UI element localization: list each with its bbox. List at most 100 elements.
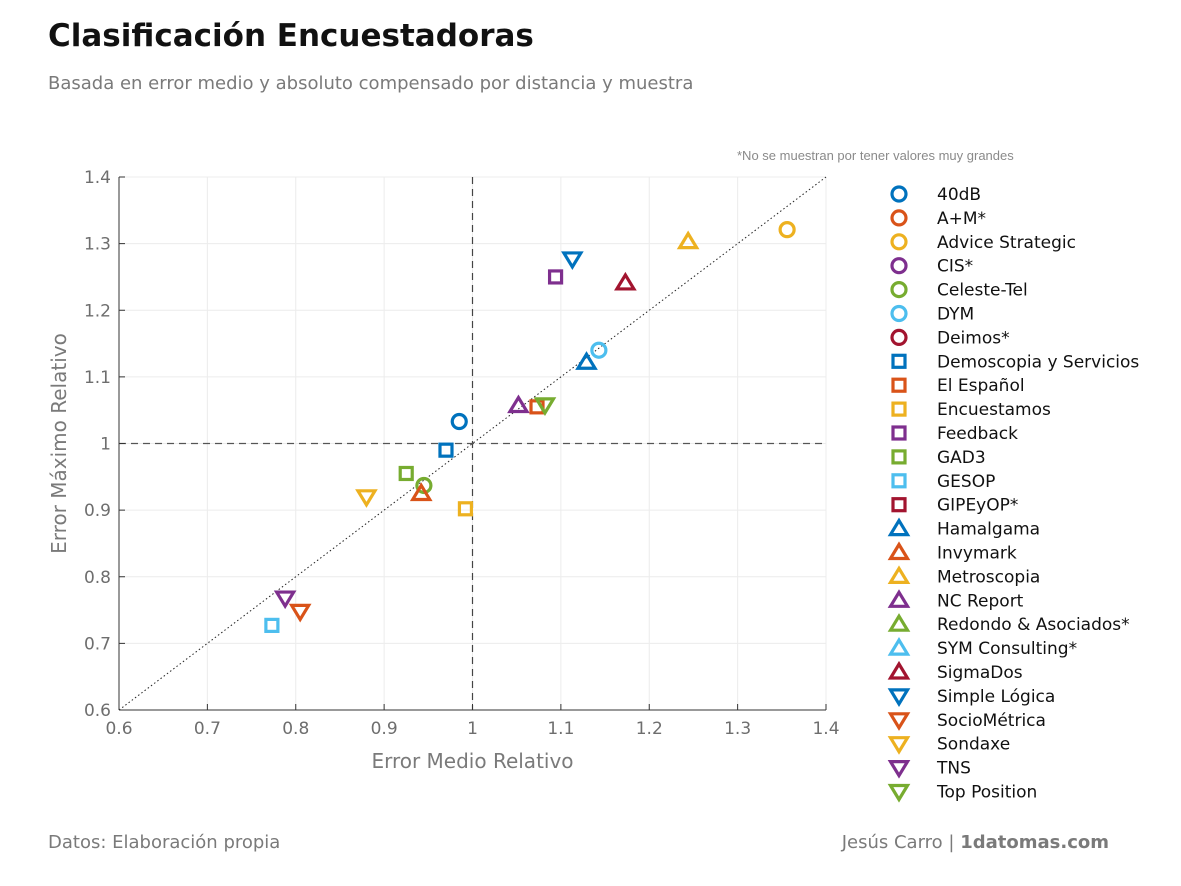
chart-title: Clasificación Encuestadoras <box>48 18 534 54</box>
y-tick-label: 1.1 <box>84 368 111 388</box>
legend-marker <box>887 637 911 656</box>
legend-marker <box>891 377 907 393</box>
axes: 0.6 0.7 0.8 0.9 1 1.1 1.2 1.3 1.4 0.6 0.7 0.8 0.9 1 1.… <box>84 168 840 739</box>
data-point <box>778 221 796 239</box>
data-point <box>533 397 557 416</box>
legend-label: A+M* <box>937 209 986 229</box>
legend-label: Metroscopia <box>937 567 1040 587</box>
y-tick-label: 1.4 <box>84 168 111 188</box>
footer-source: Datos: Elaboración propia <box>48 832 281 853</box>
data-point <box>590 341 608 359</box>
legend-label: NC Report <box>937 591 1024 611</box>
legend-marker <box>890 281 908 299</box>
legend-marker <box>887 712 911 731</box>
x-tick-label: 0.9 <box>371 719 398 739</box>
legend-marker <box>887 565 911 585</box>
x-tick-label: 1.2 <box>636 719 663 739</box>
legend-marker <box>890 257 908 275</box>
legend-label: GIPEyOP* <box>937 496 1018 516</box>
data-points <box>264 221 796 633</box>
legend-label: Encuestamos <box>937 400 1051 420</box>
legend-label: SigmaDos <box>937 663 1023 683</box>
legend-label: DYM <box>937 305 974 325</box>
footer-site: 1datomas.com <box>960 832 1109 853</box>
legend-marker <box>890 328 908 346</box>
legend-marker <box>890 304 908 323</box>
legend-label: Redondo & Asociados* <box>937 615 1130 635</box>
legend-label: Advice Strategic <box>937 233 1076 253</box>
legend-marker <box>887 660 911 680</box>
footer-credit: Jesús Carro | 1datomas.com <box>842 832 1109 853</box>
x-tick-label: 0.7 <box>194 719 221 739</box>
legend-marker <box>890 209 908 227</box>
legend-marker <box>887 783 911 803</box>
y-tick-label: 1.2 <box>84 301 111 321</box>
x-tick-label: 1.1 <box>547 719 574 739</box>
data-point <box>507 394 530 414</box>
legend-marker <box>887 589 911 608</box>
data-point <box>438 442 454 458</box>
chart-note: *No se muestran por tener valores muy gr… <box>737 148 1014 163</box>
legend-marker <box>891 401 907 417</box>
data-point <box>355 489 378 508</box>
data-point <box>409 482 433 502</box>
legend-marker <box>890 233 908 251</box>
y-tick-label: 0.9 <box>84 501 111 521</box>
x-tick-label: 1 <box>467 719 478 739</box>
chart-subtitle: Basada en error medio y absoluto compens… <box>48 73 694 94</box>
y-tick-label: 1 <box>100 435 111 455</box>
data-point <box>450 412 468 431</box>
data-point <box>676 230 700 250</box>
legend-marker <box>891 473 907 489</box>
data-point <box>547 269 564 285</box>
x-tick-label: 1.3 <box>724 719 751 739</box>
legend-marker <box>887 688 911 707</box>
legend-label: Demoscopia y Servicios <box>937 352 1139 372</box>
data-point <box>575 351 598 370</box>
legend-label: Deimos* <box>937 328 1010 348</box>
legend-marker <box>887 517 911 537</box>
legend-label: Simple Lógica <box>937 687 1055 707</box>
legend-label: Invymark <box>937 544 1017 564</box>
legend-marker <box>887 759 911 779</box>
data-point <box>264 617 280 633</box>
footer-author: Jesús Carro | <box>841 832 955 853</box>
legend-label: Top Position <box>936 783 1037 803</box>
y-tick-label: 1.3 <box>84 235 111 255</box>
data-point <box>614 271 637 291</box>
legend-label: GAD3 <box>937 448 986 468</box>
data-point <box>398 465 414 482</box>
legend-label: SocioMétrica <box>937 711 1046 731</box>
y-tick-label: 0.8 <box>84 568 111 588</box>
y-tick-label: 0.6 <box>84 701 111 721</box>
legend-marker <box>891 425 907 441</box>
legend-marker <box>891 497 907 513</box>
data-point <box>561 251 584 271</box>
legend-label: Celeste-Tel <box>937 281 1028 301</box>
legend-marker <box>891 449 907 465</box>
x-tick-label: 0.8 <box>282 719 309 739</box>
legend-label: GESOP <box>937 472 995 492</box>
legend-label: Hamalgama <box>937 520 1040 540</box>
legend-marker <box>890 185 908 203</box>
y-tick-label: 0.7 <box>84 634 111 654</box>
legend-marker <box>891 353 907 369</box>
legend-marker <box>887 541 911 561</box>
legend-label: TNS <box>936 759 971 779</box>
x-tick-label: 0.6 <box>105 719 132 739</box>
reference-lines <box>118 176 827 711</box>
legend-label: SYM Consulting* <box>937 639 1077 659</box>
legend-label: Feedback <box>937 424 1018 444</box>
y-axis-label: Error Máximo Relativo <box>47 333 71 554</box>
x-tick-label: 1.4 <box>812 719 839 739</box>
legend-marker <box>887 613 911 632</box>
data-point <box>288 603 312 623</box>
legend-label: El Español <box>937 376 1025 396</box>
legend-label: 40dB <box>937 185 981 205</box>
data-point <box>273 590 297 610</box>
legend-label: CIS* <box>937 257 973 277</box>
x-axis-label: Error Medio Relativo <box>371 749 573 773</box>
legend-label: Sondaxe <box>937 735 1010 755</box>
legend-marker <box>887 736 911 755</box>
